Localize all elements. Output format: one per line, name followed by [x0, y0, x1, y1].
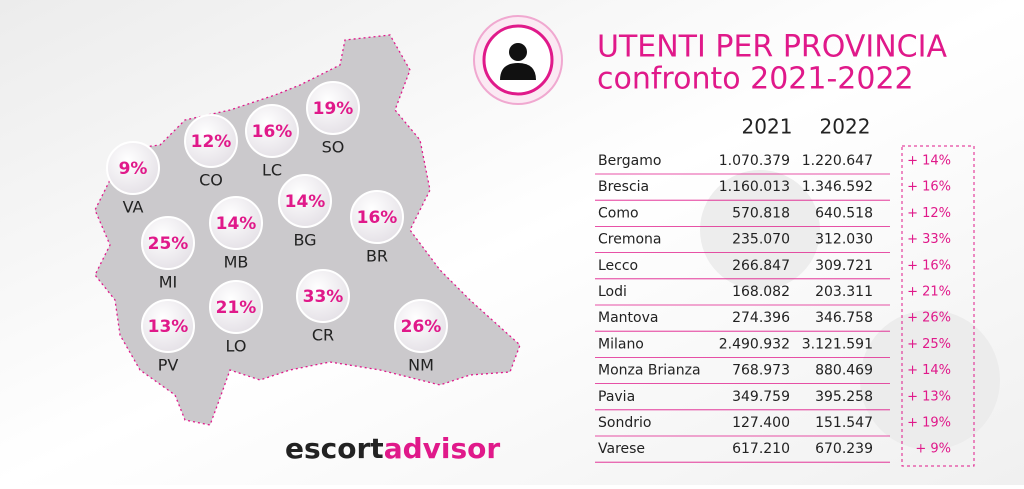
subtitle: confronto 2021-2022 [597, 62, 914, 97]
value-2022: 3.121.591 [802, 336, 873, 352]
bubble-percent: 13% [148, 317, 189, 337]
year-header: 2021 [742, 115, 793, 139]
province-code: SO [322, 138, 345, 157]
logo: escortadvisor [285, 432, 500, 465]
province-code: NM [408, 356, 434, 375]
bg-shape [860, 310, 1000, 450]
change: + 13% [907, 389, 951, 404]
change: + 16% [907, 180, 951, 195]
province-name: Brescia [598, 179, 649, 195]
value-2022: 203.311 [815, 284, 873, 300]
province-code: BR [366, 247, 388, 266]
value-2022: 309.721 [815, 258, 873, 274]
value-2022: 346.758 [815, 310, 873, 326]
value-2021: 1.160.013 [719, 179, 790, 195]
bubble [245, 104, 299, 158]
province-name: Como [598, 205, 639, 221]
title: UTENTI PER PROVINCIA [597, 30, 947, 65]
bubble [184, 114, 238, 168]
value-2021: 768.973 [732, 363, 790, 379]
value-2022: 1.346.592 [802, 179, 873, 195]
bubble-percent: 21% [216, 298, 257, 318]
value-2021: 266.847 [732, 258, 790, 274]
change: + 26% [907, 311, 951, 326]
change: + 21% [907, 285, 951, 300]
change: + 16% [907, 258, 951, 273]
bubble-percent: 16% [252, 122, 293, 142]
province-code: BG [293, 231, 316, 250]
province-code: PV [158, 356, 179, 375]
bubble-percent: 19% [313, 99, 354, 119]
bubble [106, 141, 160, 195]
province-code: MB [224, 253, 249, 272]
value-2021: 1.070.379 [719, 153, 790, 169]
province-code: MI [159, 273, 178, 292]
bubble-percent: 14% [216, 214, 257, 234]
change-box [901, 145, 975, 467]
value-2022: 640.518 [815, 205, 873, 221]
bubble-percent: 25% [148, 234, 189, 254]
icon-person-head [509, 43, 527, 61]
bubble [296, 269, 350, 323]
province-code: CR [312, 326, 334, 345]
value-2021: 2.490.932 [719, 336, 790, 352]
value-2022: 880.469 [815, 363, 873, 379]
value-2021: 617.210 [732, 441, 790, 457]
value-2021: 274.396 [732, 310, 790, 326]
province-name: Varese [598, 441, 645, 457]
logo-part: advisor [384, 432, 501, 465]
icon-person-body [500, 63, 536, 80]
change: + 19% [907, 416, 951, 431]
province-name: Cremona [598, 232, 662, 248]
value-2022: 151.547 [815, 415, 873, 431]
province-code: LO [226, 337, 247, 356]
value-2022: 670.239 [815, 441, 873, 457]
value-2021: 570.818 [732, 205, 790, 221]
change: + 14% [907, 154, 951, 169]
bubble-percent: 9% [119, 159, 148, 179]
logo-part: escort [285, 432, 384, 465]
bubble [141, 299, 195, 353]
province-name: Lodi [598, 284, 627, 300]
change: + 14% [907, 363, 951, 378]
bubble [209, 196, 263, 250]
province-code: VA [123, 198, 144, 217]
bubble [141, 216, 195, 270]
bubble-percent: 33% [303, 287, 344, 307]
bubble [209, 280, 263, 334]
value-2021: 127.400 [732, 415, 790, 431]
province-name: Milano [598, 336, 644, 352]
value-2022: 312.030 [815, 232, 873, 248]
bubble-percent: 16% [357, 208, 398, 228]
value-2022: 395.258 [815, 389, 873, 405]
province-name: Pavia [598, 389, 635, 405]
value-2021: 349.759 [732, 389, 790, 405]
change: + 25% [907, 337, 951, 352]
province-name: Monza Brianza [598, 363, 701, 379]
bubble [350, 190, 404, 244]
bubble-percent: 14% [285, 192, 326, 212]
year-header: 2022 [820, 115, 871, 139]
change: + 9% [915, 442, 951, 457]
province-name: Bergamo [598, 153, 661, 169]
change: + 33% [907, 232, 951, 247]
bubble [306, 81, 360, 135]
value-2022: 1.220.647 [802, 153, 873, 169]
province-code: LC [262, 161, 282, 180]
value-2021: 235.070 [732, 232, 790, 248]
bubble [278, 174, 332, 228]
province-name: Mantova [598, 310, 658, 326]
bubble [394, 299, 448, 353]
province-code: CO [199, 171, 223, 190]
change: + 12% [907, 206, 951, 221]
province-name: Sondrio [598, 415, 651, 431]
province-name: Lecco [598, 258, 638, 274]
bubble-percent: 12% [191, 132, 232, 152]
bubble-percent: 26% [401, 317, 442, 337]
value-2021: 168.082 [732, 284, 790, 300]
